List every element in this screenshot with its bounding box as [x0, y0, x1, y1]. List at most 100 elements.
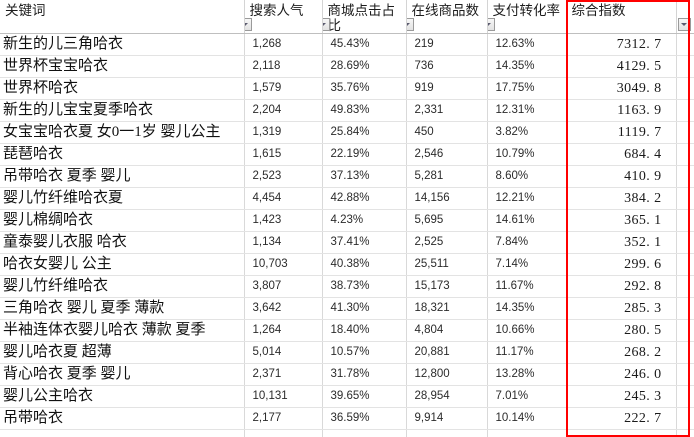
cell-composite-index[interactable]: 280. 5: [566, 319, 677, 342]
cell-mall-click-share[interactable]: 25.84%: [322, 121, 407, 144]
cell-online-products[interactable]: 14,156: [406, 187, 488, 210]
cell-mall-click-share[interactable]: 22.19%: [322, 143, 407, 166]
table-row[interactable]: 婴儿哈衣夏 超薄 5,014 10.57% 20,881 11.17% 268. 2: [0, 341, 694, 364]
cell-search-popularity[interactable]: 5,014: [244, 341, 323, 364]
cell-keyword[interactable]: 哈衣女婴儿 公主: [0, 253, 245, 276]
cell-mall-click-share[interactable]: 42.88%: [322, 187, 407, 210]
table-row[interactable]: 世界杯哈衣 1,579 35.76% 919 17.75% 3049. 8: [0, 77, 694, 100]
cell-composite-index[interactable]: 222. 7: [566, 407, 677, 430]
cell-search-popularity[interactable]: 10,703: [244, 253, 323, 276]
cell-payment-conversion[interactable]: 10.14%: [487, 407, 567, 430]
cell-online-products[interactable]: [406, 429, 488, 437]
cell-online-products[interactable]: 219: [406, 33, 488, 56]
cell-keyword[interactable]: 新生的儿宝宝夏季哈衣: [0, 99, 245, 122]
cell-search-popularity[interactable]: 2,371: [244, 363, 323, 386]
table-row[interactable]: 新生的儿宝宝夏季哈衣 2,204 49.83% 2,331 12.31% 1163. 9: [0, 99, 694, 122]
cell-payment-conversion[interactable]: 3.82%: [487, 121, 567, 144]
cell-payment-conversion[interactable]: 11.67%: [487, 275, 567, 298]
cell-search-popularity[interactable]: 1,264: [244, 319, 323, 342]
cell-online-products[interactable]: 15,173: [406, 275, 488, 298]
cell-payment-conversion[interactable]: 14.35%: [487, 55, 567, 78]
cell-payment-conversion[interactable]: 10.79%: [487, 143, 567, 166]
column-header-composite-index-filter-cell[interactable]: [676, 0, 694, 34]
cell-keyword[interactable]: 女宝宝哈衣夏 女0一1岁 婴儿公主: [0, 121, 245, 144]
cell-search-popularity[interactable]: 4,454: [244, 187, 323, 210]
cell-online-products[interactable]: 4,804: [406, 319, 488, 342]
cell-payment-conversion[interactable]: 8.60%: [487, 165, 567, 188]
cell-search-popularity[interactable]: 2,118: [244, 55, 323, 78]
cell-keyword[interactable]: 新生的儿三角哈衣: [0, 33, 245, 56]
cell-online-products[interactable]: 18,321: [406, 297, 488, 320]
table-row[interactable]: 女宝宝哈衣夏 女0一1岁 婴儿公主 1,319 25.84% 450 3.82% 1119…: [0, 121, 694, 144]
cell-payment-conversion[interactable]: 7.84%: [487, 231, 567, 254]
cell-mall-click-share[interactable]: 49.83%: [322, 99, 407, 122]
cell-mall-click-share[interactable]: 39.65%: [322, 385, 407, 408]
cell-mall-click-share[interactable]: 38.73%: [322, 275, 407, 298]
cell-payment-conversion[interactable]: 7.14%: [487, 253, 567, 276]
cell-composite-index[interactable]: 352. 1: [566, 231, 677, 254]
table-row[interactable]: 背心哈衣 夏季 婴儿 2,371 31.78% 12,800 13.28% 246. 0: [0, 363, 694, 386]
column-header-composite-index[interactable]: 综合指数: [566, 0, 677, 34]
table-row[interactable]: 婴儿棉绸哈衣 1,423 4.23% 5,695 14.61% 365. 1: [0, 209, 694, 232]
filter-dropdown-icon-search-popularity[interactable]: [244, 18, 252, 31]
cell-search-popularity[interactable]: 1,423: [244, 209, 323, 232]
cell-composite-index[interactable]: [566, 429, 677, 437]
column-header-search-popularity[interactable]: 搜索人气: [244, 0, 323, 34]
cell-online-products[interactable]: 2,525: [406, 231, 488, 254]
cell-keyword[interactable]: 婴儿竹纤维哈衣夏: [0, 187, 245, 210]
cell-mall-click-share[interactable]: 37.41%: [322, 231, 407, 254]
cell-online-products[interactable]: 2,331: [406, 99, 488, 122]
column-header-mall-click-share[interactable]: 商城点击占比: [322, 0, 407, 34]
cell-composite-index[interactable]: 1163. 9: [566, 99, 677, 122]
cell-composite-index[interactable]: 1119. 7: [566, 121, 677, 144]
cell-keyword[interactable]: 半袖连体衣婴儿哈衣 薄款 夏季: [0, 319, 245, 342]
cell-online-products[interactable]: 5,695: [406, 209, 488, 232]
table-row[interactable]: [0, 429, 694, 437]
column-header-keyword[interactable]: 关键词: [0, 0, 245, 34]
cell-composite-index[interactable]: 292. 8: [566, 275, 677, 298]
cell-mall-click-share[interactable]: 18.40%: [322, 319, 407, 342]
cell-online-products[interactable]: 919: [406, 77, 488, 100]
cell-composite-index[interactable]: 4129. 5: [566, 55, 677, 78]
cell-mall-click-share[interactable]: 31.78%: [322, 363, 407, 386]
cell-keyword[interactable]: 世界杯哈衣: [0, 77, 245, 100]
cell-search-popularity[interactable]: 1,615: [244, 143, 323, 166]
cell-payment-conversion[interactable]: 11.17%: [487, 341, 567, 364]
cell-mall-click-share[interactable]: 10.57%: [322, 341, 407, 364]
cell-keyword[interactable]: [0, 429, 245, 437]
cell-online-products[interactable]: 9,914: [406, 407, 488, 430]
cell-payment-conversion[interactable]: 13.28%: [487, 363, 567, 386]
table-row[interactable]: 婴儿竹纤维哈衣 3,807 38.73% 15,173 11.67% 292. 8: [0, 275, 694, 298]
cell-mall-click-share[interactable]: [322, 429, 407, 437]
cell-search-popularity[interactable]: 1,319: [244, 121, 323, 144]
cell-payment-conversion[interactable]: 12.31%: [487, 99, 567, 122]
cell-payment-conversion[interactable]: 12.63%: [487, 33, 567, 56]
filter-dropdown-icon-mall-click-share[interactable]: [322, 18, 330, 31]
cell-keyword[interactable]: 吊带哈衣: [0, 407, 245, 430]
cell-online-products[interactable]: 5,281: [406, 165, 488, 188]
table-row[interactable]: 世界杯宝宝哈衣 2,118 28.69% 736 14.35% 4129. 5: [0, 55, 694, 78]
cell-keyword[interactable]: 世界杯宝宝哈衣: [0, 55, 245, 78]
cell-keyword[interactable]: 吊带哈衣 夏季 婴儿: [0, 165, 245, 188]
table-row[interactable]: 童泰婴儿衣服 哈衣 1,134 37.41% 2,525 7.84% 352. 1: [0, 231, 694, 254]
filter-dropdown-icon-payment-conversion[interactable]: [487, 18, 495, 31]
cell-payment-conversion[interactable]: 7.01%: [487, 385, 567, 408]
cell-keyword[interactable]: 三角哈衣 婴儿 夏季 薄款: [0, 297, 245, 320]
cell-mall-click-share[interactable]: 28.69%: [322, 55, 407, 78]
table-row[interactable]: 半袖连体衣婴儿哈衣 薄款 夏季 1,264 18.40% 4,804 10.66% 280…: [0, 319, 694, 342]
cell-composite-index[interactable]: 7312. 7: [566, 33, 677, 56]
cell-composite-index[interactable]: 384. 2: [566, 187, 677, 210]
filter-dropdown-icon-composite-index[interactable]: [677, 18, 691, 31]
cell-composite-index[interactable]: 3049. 8: [566, 77, 677, 100]
table-row[interactable]: 婴儿竹纤维哈衣夏 4,454 42.88% 14,156 12.21% 384. 2: [0, 187, 694, 210]
cell-mall-click-share[interactable]: 4.23%: [322, 209, 407, 232]
cell-payment-conversion[interactable]: 10.66%: [487, 319, 567, 342]
cell-keyword[interactable]: 婴儿竹纤维哈衣: [0, 275, 245, 298]
cell-online-products[interactable]: 450: [406, 121, 488, 144]
cell-composite-index[interactable]: 684. 4: [566, 143, 677, 166]
cell-online-products[interactable]: 2,546: [406, 143, 488, 166]
cell-payment-conversion[interactable]: 14.61%: [487, 209, 567, 232]
cell-keyword[interactable]: 背心哈衣 夏季 婴儿: [0, 363, 245, 386]
cell-mall-click-share[interactable]: 37.13%: [322, 165, 407, 188]
cell-composite-index[interactable]: 285. 3: [566, 297, 677, 320]
